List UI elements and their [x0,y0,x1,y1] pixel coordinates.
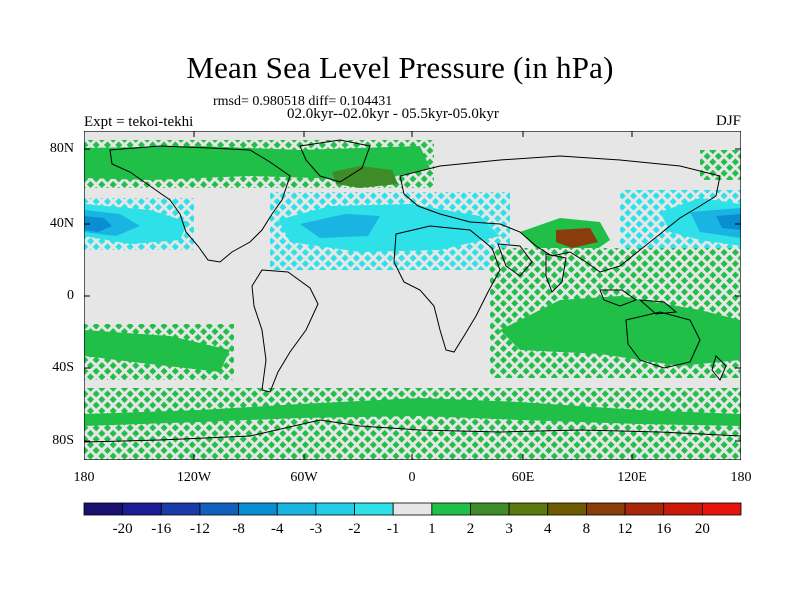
map-title: Mean Sea Level Pressure (in hPa) [186,50,614,85]
lon-tick-180w: 180 [73,470,95,485]
positive-anomaly-asia [520,218,610,254]
colorbar-label: 12 [617,521,633,537]
lat-tick-40n: 40N [49,216,74,231]
colorbar-label: -3 [309,521,323,537]
colorbar-swatch [199,502,239,516]
colorbar-swatch [663,502,703,516]
stats-line: rmsd= 0.980518 diff= 0.104431 [213,94,393,109]
lon-tick-120w: 120W [176,470,212,485]
negative-anomaly-north [84,190,741,270]
colorbar-label: 2 [466,521,475,537]
season-label: DJF [715,113,741,129]
colorbar-label: 20 [694,521,710,537]
lat-tick-80s: 80S [52,433,74,448]
lon-tick-120e: 120E [617,470,647,485]
coastlines [84,139,741,443]
colorbar-swatch [586,502,626,516]
colorbar-label: -2 [348,521,361,537]
colorbar-swatch [238,502,278,516]
colorbar-label: -4 [270,521,284,537]
lon-tick-60e: 60E [511,470,535,485]
colorbar-label: -8 [232,521,245,537]
colorbar-swatch [547,502,587,516]
lat-tick-80n: 80N [49,141,74,156]
experiment-label: Expt = tekoi-tekhi [84,114,194,130]
positive-anomaly-southern-ocean [84,388,741,460]
lon-tick-60w: 60W [290,470,318,485]
lon-tick-0: 0 [408,470,416,485]
lat-tick-0: 0 [67,288,74,303]
colorbar-swatch [470,502,510,516]
colorbar-swatch [276,502,317,516]
positive-anomaly-indian-ocean [490,248,740,378]
colorbar-label: -16 [151,521,172,537]
colorbar-swatch [431,502,471,516]
lon-tick-180e: 180 [730,470,752,485]
colorbar-swatch [354,502,394,516]
colorbar-swatch [83,502,124,516]
period-line: 02.0kyr--02.0kyr - 05.5kyr-05.0kyr [287,106,499,122]
lat-tick-40s: 40S [52,360,74,375]
colorbar-swatch [701,502,742,516]
colorbar-swatch [508,502,549,516]
colorbar-swatch [160,502,201,516]
colorbar-label: 16 [656,521,672,537]
colorbar-label: 4 [544,521,552,537]
colorbar-label: 1 [428,521,436,537]
colorbar-swatch [624,502,665,516]
colorbar-swatch [392,502,433,516]
colorbar [83,502,742,516]
colorbar-label: -1 [386,521,400,537]
colorbar-label: 3 [505,521,513,537]
colorbar-label: -20 [112,521,133,537]
axis-ticks [84,131,741,460]
colorbar-label: -12 [189,521,210,537]
positive-anomaly-arctic [84,140,741,188]
colorbar-swatch [122,502,162,516]
colorbar-swatch [315,502,355,516]
positive-anomaly-south-pacific [84,324,234,380]
colorbar-label: 8 [582,521,591,537]
